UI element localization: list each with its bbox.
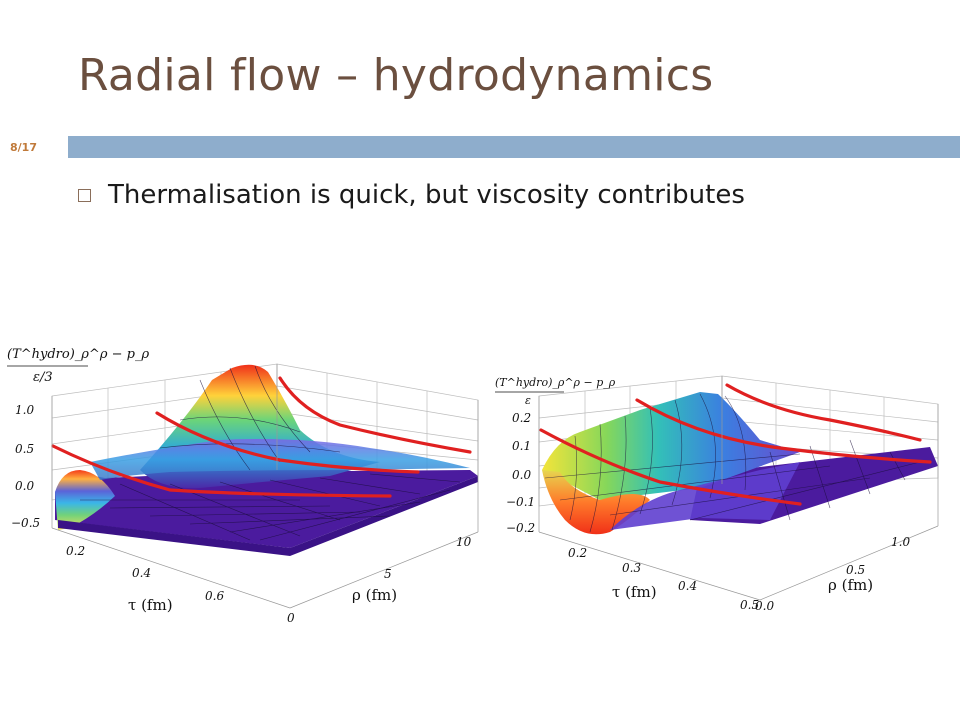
right-surface-ridge bbox=[542, 392, 800, 500]
right-frame bbox=[538, 376, 939, 601]
right-x-label: τ (fm) bbox=[612, 583, 657, 601]
left-z-axis: 1.0 0.5 0.0 −0.5 bbox=[11, 403, 40, 530]
left-y-tick: 10 bbox=[456, 535, 472, 549]
left-y-tick: 5 bbox=[384, 567, 392, 581]
right-z-tick: 0.2 bbox=[512, 411, 531, 425]
left-surface-front bbox=[58, 476, 478, 556]
left-x-tick: 0.4 bbox=[132, 566, 151, 580]
right-x-tick: 0.5 bbox=[740, 598, 759, 612]
right-y-tick: 0.5 bbox=[846, 563, 865, 577]
right-x-axis: 0.2 0.3 0.4 0.5 τ (fm) bbox=[568, 546, 759, 612]
right-z-tick: 0.0 bbox=[512, 468, 531, 482]
left-y-axis: 0 5 10 ρ (fm) bbox=[287, 535, 472, 625]
right-z-tick: 0.1 bbox=[512, 439, 531, 453]
right-z-tick: −0.2 bbox=[506, 521, 535, 535]
slide-number-box bbox=[0, 134, 62, 160]
svg-text:ε: ε bbox=[525, 394, 531, 407]
svg-text:ε/3: ε/3 bbox=[33, 370, 53, 385]
left-x-label: τ (fm) bbox=[128, 596, 173, 614]
right-surface-valley bbox=[542, 470, 650, 535]
right-y-label: ρ (fm) bbox=[828, 576, 873, 594]
right-y-tick: 1.0 bbox=[891, 535, 910, 549]
left-z-tick: −0.5 bbox=[11, 516, 40, 530]
left-surface-plot: 1.0 0.5 0.0 −0.5 0.2 0.4 0.6 τ (fm) 0 5 … bbox=[7, 347, 479, 625]
left-frame bbox=[51, 364, 479, 609]
left-z-label: (T^hydro)_ρ^ρ − p_ρ ε/3 bbox=[7, 347, 149, 385]
left-x-tick: 0.6 bbox=[205, 589, 224, 603]
bullet-text: Thermalisation is quick, but viscosity c… bbox=[108, 180, 745, 210]
right-surface-plot: 0.2 0.1 0.0 −0.1 −0.2 0.2 0.3 0.4 0.5 τ … bbox=[495, 375, 939, 613]
square-bullet-icon bbox=[78, 188, 91, 202]
right-y-axis: 0.0 0.5 1.0 ρ (fm) bbox=[755, 535, 910, 613]
right-x-tick: 0.3 bbox=[622, 561, 641, 575]
svg-text:(T^hydro)_ρ^ρ − p_ρ: (T^hydro)_ρ^ρ − p_ρ bbox=[7, 347, 149, 362]
left-x-axis: 0.2 0.4 0.6 τ (fm) bbox=[66, 544, 224, 614]
left-y-label: ρ (fm) bbox=[352, 586, 397, 604]
right-z-axis: 0.2 0.1 0.0 −0.1 −0.2 bbox=[506, 411, 535, 535]
left-x-tick: 0.2 bbox=[66, 544, 85, 558]
header-bar bbox=[68, 136, 960, 158]
svg-text:(T^hydro)_ρ^ρ − p_ρ: (T^hydro)_ρ^ρ − p_ρ bbox=[495, 376, 616, 389]
left-z-tick: 0.5 bbox=[15, 442, 34, 456]
left-y-tick: 0 bbox=[287, 611, 295, 625]
bullet-item: Thermalisation is quick, but viscosity c… bbox=[78, 180, 745, 210]
left-z-tick: 1.0 bbox=[15, 403, 34, 417]
right-surface-mid bbox=[610, 462, 800, 530]
slide-title: Radial flow – hydrodynamics bbox=[78, 50, 714, 101]
right-red-curves bbox=[539, 383, 932, 506]
right-z-label: (T^hydro)_ρ^ρ − p_ρ ε bbox=[495, 376, 616, 407]
left-red-curves bbox=[51, 376, 472, 498]
right-x-tick: 0.4 bbox=[678, 579, 697, 593]
slide-number: 8/17 bbox=[10, 141, 37, 154]
right-mesh bbox=[544, 393, 921, 533]
right-y-tick: 0.0 bbox=[755, 599, 774, 613]
left-z-tick: 0.0 bbox=[15, 479, 34, 493]
right-x-tick: 0.2 bbox=[568, 546, 587, 560]
right-z-tick: −0.1 bbox=[506, 495, 535, 509]
left-surface-base bbox=[55, 470, 478, 548]
